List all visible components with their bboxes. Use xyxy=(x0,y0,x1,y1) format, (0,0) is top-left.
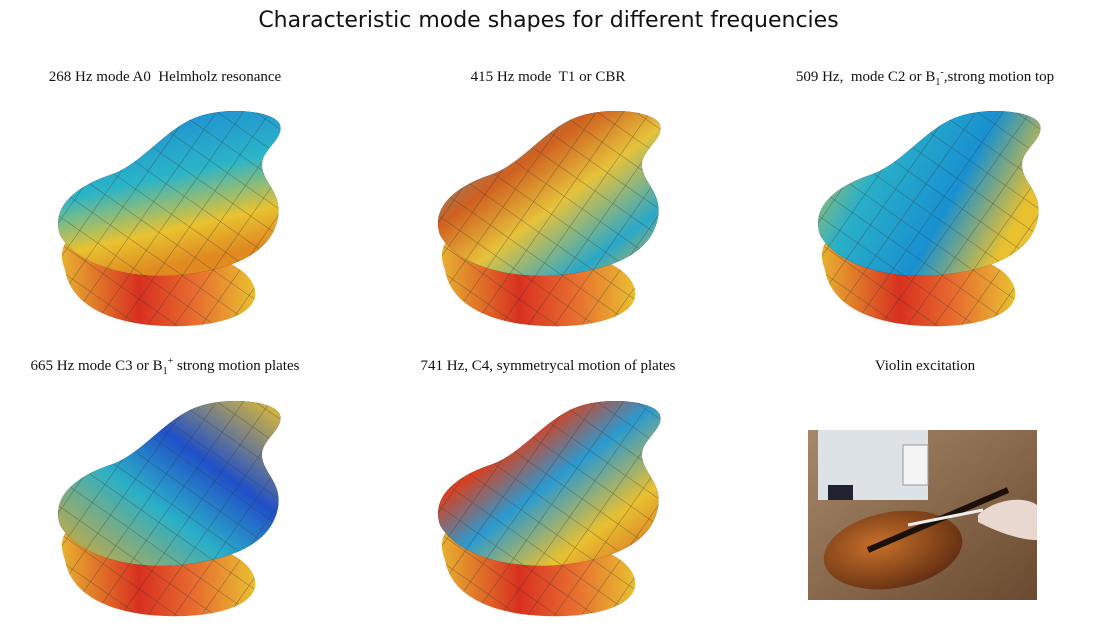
subscript: 1 xyxy=(935,77,940,88)
mode-shape-image xyxy=(800,95,1060,340)
caption-text: 665 Hz mode C3 or B xyxy=(31,358,163,374)
mode-shape-image xyxy=(420,95,680,340)
title: Characteristic mode shapes for different… xyxy=(0,8,1097,33)
caption: 741 Hz, C4, symmetrycal motion of plates xyxy=(378,356,718,377)
mode-shape-image xyxy=(40,385,300,625)
subscript: 1 xyxy=(163,366,168,377)
caption-text: strong motion plates xyxy=(173,358,299,374)
mode-shape-image xyxy=(420,385,680,625)
photo xyxy=(808,430,1037,600)
caption: 268 Hz mode A0 Helmholz resonance xyxy=(0,67,335,88)
caption-text: 268 Hz mode A0 Helmholz resonance xyxy=(49,69,281,85)
caption-text: 509 Hz, mode C2 or B xyxy=(796,69,936,85)
caption-text: 415 Hz mode T1 or CBR xyxy=(471,69,626,85)
caption-text: ,strong motion top xyxy=(944,69,1054,85)
caption-text: 741 Hz, C4, symmetrycal motion of plates xyxy=(421,358,676,374)
mode-shape-image xyxy=(40,95,300,340)
caption: 665 Hz mode C3 or B1+ strong motion plat… xyxy=(0,356,335,377)
page: Characteristic mode shapes for different… xyxy=(0,0,1097,625)
caption: 415 Hz mode T1 or CBR xyxy=(378,67,718,88)
caption-text: Violin excitation xyxy=(875,358,975,374)
caption: 509 Hz, mode C2 or B1-,strong motion top xyxy=(750,67,1097,88)
caption: Violin excitation xyxy=(755,356,1095,377)
